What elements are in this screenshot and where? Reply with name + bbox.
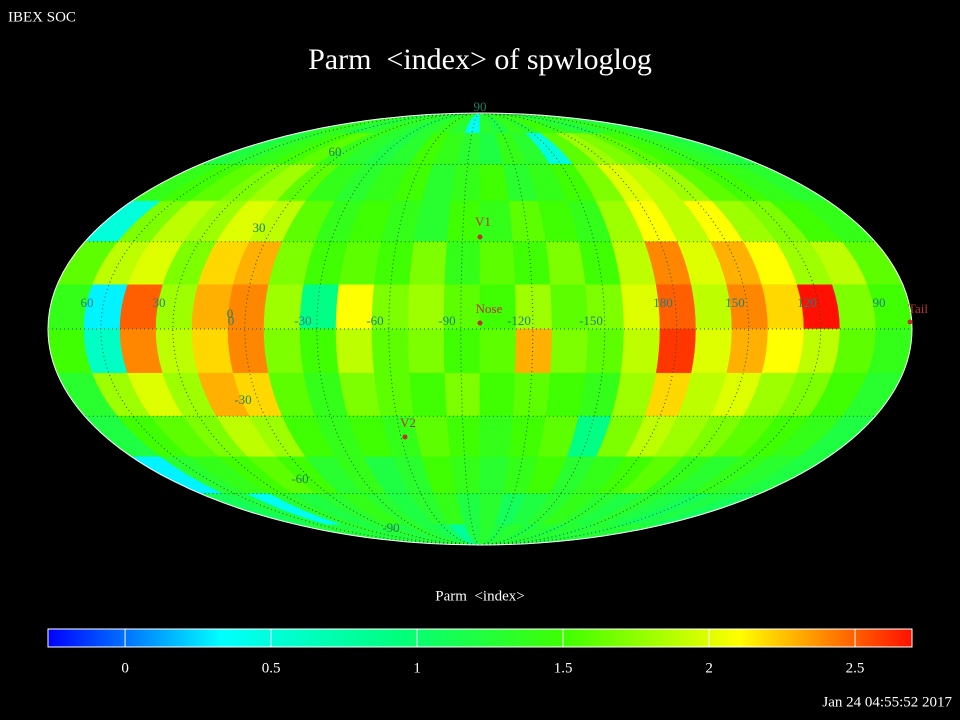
map-cell — [585, 328, 625, 374]
lon-label: -90 — [438, 313, 455, 328]
marker-label: V1 — [475, 214, 491, 229]
lon-label: 30 — [153, 295, 166, 310]
map-cell — [446, 416, 481, 458]
map-cell — [374, 372, 415, 417]
lon-label: -60 — [366, 313, 383, 328]
map-cell — [335, 328, 375, 374]
marker-label: Tail — [908, 301, 928, 316]
map-cell — [512, 241, 551, 286]
colorbar-tick-label: 0.5 — [262, 660, 281, 676]
map-cell — [691, 328, 733, 374]
meridian — [479, 112, 750, 546]
map-cell — [514, 328, 553, 374]
map-cell — [550, 328, 589, 374]
map-cell — [479, 372, 516, 417]
lon-label: 60 — [81, 295, 94, 310]
marker-dot — [907, 319, 913, 325]
map-cell — [545, 372, 586, 417]
lon-label: 120 — [797, 295, 817, 310]
lat-label: -60 — [291, 471, 308, 486]
lat-label: -90 — [382, 520, 399, 535]
map-cell — [443, 328, 481, 374]
meridian — [479, 112, 534, 546]
map-cell — [545, 241, 586, 286]
lon-label: -120 — [507, 313, 531, 328]
map-cell — [299, 328, 340, 374]
lat-label: -30 — [234, 392, 251, 407]
colorbar-tick-label: 2.5 — [846, 660, 865, 676]
map-cell — [409, 372, 448, 417]
map-cell — [761, 328, 805, 374]
overlay: 60 30 0 -30 -60 -90 -120 -150 180 150 120 90 90 60 30 0… — [81, 99, 929, 535]
map-cell — [444, 241, 481, 286]
graticule — [47, 112, 913, 546]
marker-dot — [402, 434, 408, 440]
lat-label: 30 — [253, 220, 266, 235]
colorbar-tick-label: 1.5 — [554, 660, 573, 676]
lon-label: 180 — [653, 295, 673, 310]
meridian — [479, 112, 678, 546]
map-cell — [655, 328, 697, 374]
colorbar-tick-label: 1 — [413, 660, 421, 676]
lon-label: 0 — [228, 313, 235, 328]
colorbar — [47, 628, 913, 648]
colorbar-tick-label: 2 — [705, 660, 713, 676]
marker-dot — [477, 320, 483, 326]
colorbar-label: Parm <index> — [435, 588, 524, 604]
chart-title: Parm <index> of spwloglog — [308, 43, 652, 76]
map-cell — [479, 241, 516, 286]
map-border — [47, 112, 913, 546]
map-cell — [444, 372, 481, 417]
map-cell — [409, 241, 448, 286]
meridian — [172, 112, 481, 546]
meridian — [388, 112, 481, 546]
map-cell — [371, 328, 410, 374]
map-cells — [48, 113, 912, 545]
map-cell — [479, 328, 517, 374]
map-cell — [726, 328, 769, 374]
map-cell — [620, 328, 661, 374]
map-cell — [407, 328, 446, 374]
map-cell — [191, 328, 234, 374]
lat-label: 90 — [474, 99, 487, 114]
header: IBEX SOC — [8, 9, 76, 25]
lon-label: -150 — [579, 313, 603, 328]
lat-label: 60 — [329, 144, 342, 159]
marker-label: Nose — [476, 301, 503, 316]
lon-label: -30 — [294, 313, 311, 328]
meridian — [316, 112, 481, 546]
map-cell — [263, 328, 305, 374]
marker-label: V2 — [400, 415, 416, 430]
meridian — [100, 112, 481, 546]
map-cell — [479, 416, 514, 458]
colorbar-tick-label: 0 — [121, 660, 129, 676]
lat-label: 0 — [227, 306, 234, 321]
map-cell — [374, 241, 415, 286]
meridian — [479, 112, 822, 546]
meridian — [479, 112, 606, 546]
timestamp: Jan 24 04:55:52 2017 — [822, 694, 952, 710]
marker-dot — [477, 234, 483, 240]
lon-label: 90 — [873, 295, 886, 310]
lon-label: 150 — [725, 295, 745, 310]
